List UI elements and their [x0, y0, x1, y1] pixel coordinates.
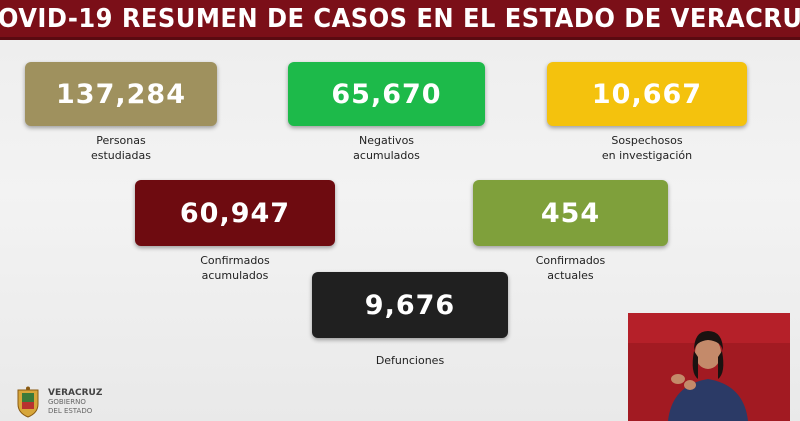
stat-label-line: Confirmados	[200, 254, 270, 267]
stat-label-line: Sospechosos	[611, 134, 683, 147]
stat-label-line: acumulados	[201, 269, 269, 282]
logo-line: GOBIERNO	[48, 397, 86, 406]
stat-label: Negativos acumulados	[353, 133, 420, 163]
stat-value: 9,676	[364, 289, 456, 321]
veracruz-logo: VERACRUZ GOBIERNO DEL ESTADO	[14, 386, 102, 418]
stat-label-line: en investigación	[601, 149, 693, 162]
logo-text: VERACRUZ GOBIERNO DEL ESTADO	[48, 387, 103, 416]
stat-value: 137,284	[56, 78, 186, 110]
stat-box: 137,284	[25, 62, 217, 126]
sign-language-interpreter-inset	[628, 313, 790, 421]
stat-box: 10,667	[547, 62, 747, 126]
stat-label-line: acumulados	[353, 149, 420, 162]
stat-label-line: Confirmados	[535, 254, 606, 267]
stat-confirmados-actuales: 454 Confirmados actuales	[473, 180, 668, 283]
stat-box: 60,947	[135, 180, 335, 246]
stat-value: 454	[540, 197, 601, 229]
stat-label: Defunciones	[376, 353, 444, 368]
logo-line: VERACRUZ	[48, 387, 103, 398]
interpreter-figure-icon	[628, 313, 790, 421]
stat-label: Sospechosos en investigación	[602, 133, 692, 163]
stat-box: 65,670	[288, 62, 485, 126]
stat-value: 60,947	[179, 197, 291, 229]
stat-label-line: estudiadas	[90, 149, 152, 162]
stat-defunciones: 9,676 Defunciones	[312, 272, 508, 368]
stat-box: 454	[473, 180, 668, 246]
stat-label-line: Defunciones	[375, 354, 445, 367]
coat-of-arms-icon	[17, 386, 39, 418]
header-bar: COVID-19 RESUMEN DE CASOS EN EL ESTADO D…	[0, 0, 800, 40]
stat-confirmados-acumulados: 60,947 Confirmados acumulados	[135, 180, 335, 283]
stat-personas-estudiadas: 137,284 Personas estudiadas	[25, 62, 217, 163]
stat-negativos: 65,670 Negativos acumulados	[288, 62, 485, 163]
page-title: COVID-19 RESUMEN DE CASOS EN EL ESTADO D…	[0, 3, 800, 34]
stat-label: Personas estudiadas	[91, 133, 151, 163]
stat-label-line: actuales	[547, 269, 594, 282]
stat-box: 9,676	[312, 272, 508, 338]
stat-label: Confirmados actuales	[536, 253, 606, 283]
stat-label: Confirmados acumulados	[200, 253, 270, 283]
stat-value: 65,670	[331, 78, 442, 110]
stat-label-line: Negativos	[358, 134, 415, 147]
stat-label-line: Personas	[96, 134, 146, 147]
stat-sospechosos: 10,667 Sospechosos en investigación	[547, 62, 747, 163]
logo-line: DEL ESTADO	[48, 406, 93, 415]
stat-value: 10,667	[591, 78, 703, 110]
